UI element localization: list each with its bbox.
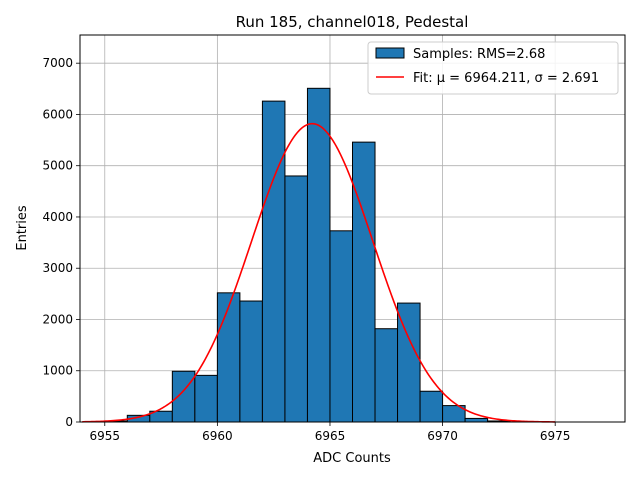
fit-curve <box>82 122 556 423</box>
histogram-bar <box>419 390 444 423</box>
histogram-bar <box>374 328 399 423</box>
histogram-bar <box>171 370 196 423</box>
histogram-bar <box>329 230 353 423</box>
histogram-bar <box>194 374 218 423</box>
y-tick-label: 3000 <box>42 261 73 275</box>
histogram-bar <box>216 292 241 423</box>
fit-curve-group <box>82 122 556 423</box>
plot-frame <box>79 34 626 423</box>
histogram-bar <box>464 417 489 423</box>
histogram-bar <box>352 141 376 423</box>
y-tick-label: 1000 <box>42 364 73 378</box>
y-axis: 0 1000 2000 3000 4000 5000 6000 7000 <box>42 56 80 429</box>
histogram-bar <box>261 100 286 423</box>
x-axis: 6955 6960 6965 6970 6975 <box>89 422 570 443</box>
legend-label-samples: Samples: RMS=2.68 <box>413 47 545 62</box>
y-tick-label: 6000 <box>42 107 73 121</box>
legend-label-fit: Fit: μ = 6964.211, σ = 2.691 <box>413 71 599 86</box>
x-axis-label: ADC Counts <box>313 451 391 466</box>
histogram-bar <box>284 175 308 423</box>
y-tick-label: 0 <box>65 415 73 429</box>
legend-box <box>367 41 619 95</box>
x-tick-label: 6960 <box>202 429 233 443</box>
x-tick-label: 6955 <box>89 429 120 443</box>
y-axis-label: Entries <box>15 205 30 251</box>
y-tick-label: 7000 <box>42 56 73 70</box>
x-tick-label: 6970 <box>427 429 458 443</box>
y-tick-label: 2000 <box>42 312 73 326</box>
x-tick-label: 6975 <box>540 429 571 443</box>
legend: Samples: RMS=2.68 Fit: μ = 6964.211, σ =… <box>367 41 619 95</box>
y-tick-label: 5000 <box>42 159 73 173</box>
legend-swatch-samples <box>375 47 405 59</box>
y-tick-label: 4000 <box>42 210 73 224</box>
histogram-bar <box>239 300 263 423</box>
x-tick-label: 6965 <box>315 429 346 443</box>
histogram-bar <box>306 87 331 423</box>
chart-title: Run 185, channel018, Pedestal <box>236 13 469 31</box>
histogram-bars <box>104 87 511 423</box>
